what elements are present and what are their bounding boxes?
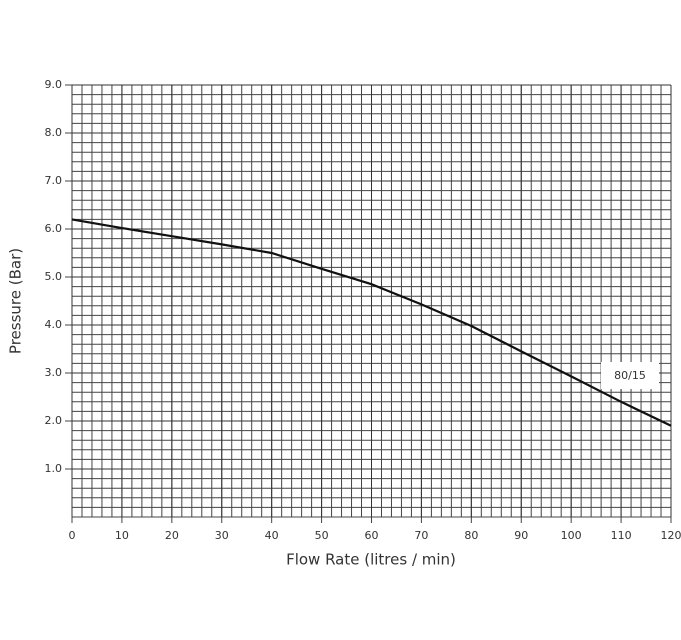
y-tick-label: 6.0 — [45, 222, 63, 235]
x-tick-label: 110 — [611, 529, 632, 542]
y-tick-label: 4.0 — [45, 318, 63, 331]
x-tick-label: 50 — [315, 529, 329, 542]
x-tick-label: 80 — [464, 529, 478, 542]
y-tick-label: 7.0 — [45, 174, 63, 187]
x-tick-label: 40 — [265, 529, 279, 542]
y-tick-label: 2.0 — [45, 414, 63, 427]
x-tick-label: 0 — [69, 529, 76, 542]
x-tick-label: 60 — [365, 529, 379, 542]
x-tick-label: 70 — [414, 529, 428, 542]
y-tick-label: 9.0 — [45, 78, 63, 91]
x-tick-label: 20 — [165, 529, 179, 542]
series-line — [71, 218, 672, 427]
y-tick-label: 3.0 — [45, 366, 63, 379]
x-tick-label: 30 — [215, 529, 229, 542]
x-tick-label: 120 — [661, 529, 681, 542]
y-tick-label: 8.0 — [45, 126, 63, 139]
x-tick-label: 10 — [115, 529, 129, 542]
series-label-box — [601, 362, 659, 389]
x-axis-title: Flow Rate (litres / min) — [286, 551, 456, 569]
y-tick-label: 5.0 — [45, 270, 63, 283]
series-label: 80/15 — [614, 369, 646, 382]
x-tick-label: 90 — [514, 529, 528, 542]
y-tick-label: 1.0 — [45, 462, 63, 475]
x-tick-label: 100 — [561, 529, 582, 542]
y-axis-title: Pressure (Bar) — [7, 248, 25, 354]
